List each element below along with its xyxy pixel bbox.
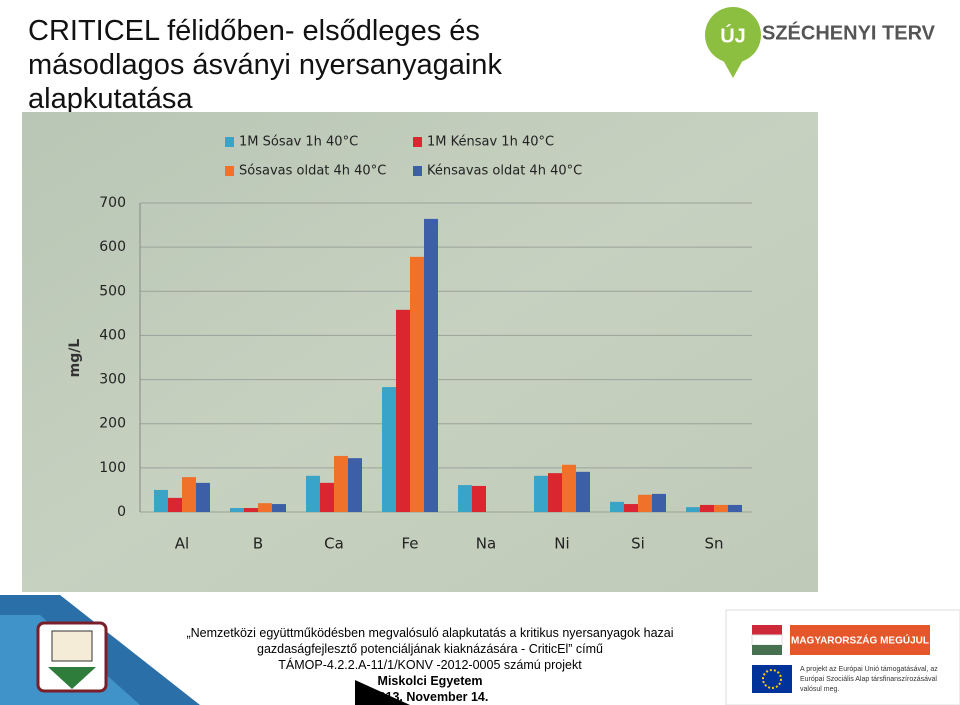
bar	[610, 501, 624, 512]
flag-white	[751, 634, 783, 646]
y-tick-label: 700	[99, 195, 126, 211]
y-tick-label: 600	[99, 239, 126, 255]
bar	[230, 508, 244, 512]
bar	[714, 504, 728, 512]
chart-background	[22, 112, 818, 592]
y-tick-label: 200	[99, 416, 126, 432]
legend-swatch	[413, 166, 422, 176]
x-tick-label: Ni	[554, 535, 569, 553]
bar	[168, 497, 182, 512]
szechenyi-logo: ÚJ SZÉCHENYI TERV	[705, 7, 936, 78]
bar	[458, 485, 472, 512]
bar	[244, 508, 258, 512]
logo-circle	[705, 7, 761, 63]
legend-label: Kénsavas oldat 4h 40°C	[427, 164, 582, 179]
bar	[652, 493, 666, 512]
bar	[548, 473, 562, 512]
bar	[182, 477, 196, 512]
footer-line: gazdaságfejlesztő potenciáljának kiaknáz…	[257, 642, 603, 656]
bar	[272, 504, 286, 512]
bar	[576, 471, 590, 512]
bar	[382, 387, 396, 512]
bar	[154, 489, 168, 512]
bar	[534, 475, 548, 512]
flag-green	[752, 645, 782, 655]
bar	[686, 507, 700, 512]
legend-swatch	[413, 137, 422, 147]
eu-text: A projekt az Európai Unió támogatásával,…	[800, 666, 938, 693]
bar	[562, 464, 576, 512]
legend-label: Sósavas oldat 4h 40°C	[239, 164, 386, 179]
banner-text: MAGYARORSZÁG MEGÚJUL	[791, 634, 929, 647]
footer-graphics: MAGYARORSZÁG MEGÚJUL	[0, 595, 960, 705]
y-tick-label: 300	[99, 372, 126, 388]
bar	[728, 504, 742, 512]
logo-text: SZÉCHENYI TERV	[762, 21, 936, 44]
legend-label: 1M Kénsav 1h 40°C	[427, 135, 554, 150]
x-tick-label: Na	[476, 535, 496, 553]
legend-swatch	[225, 166, 234, 176]
flag-red	[752, 625, 782, 635]
x-tick-label: Si	[631, 535, 645, 553]
eu-stars	[762, 669, 782, 689]
y-tick-label: 400	[99, 327, 126, 343]
bar	[306, 475, 320, 512]
bar	[410, 256, 424, 512]
y-tick-label: 500	[99, 283, 126, 299]
crest-book	[51, 630, 93, 662]
bar	[624, 504, 638, 512]
footer-line: TÁMOP-4.2.2.A-11/1/KONV -2012-0005 számú…	[278, 658, 582, 672]
corner-shape	[355, 680, 410, 705]
footer-line: 2013. November 14.	[371, 690, 489, 704]
bar	[348, 458, 362, 512]
footer-line: „Nemzetközi együttműködésben megvalósuló…	[186, 626, 674, 640]
logo-tip	[723, 60, 743, 78]
legend-label: 1M Sósav 1h 40°C	[239, 135, 358, 150]
bar	[424, 218, 438, 513]
eu-flag	[752, 665, 792, 693]
y-axis-label: mg/L	[67, 339, 83, 378]
bar	[320, 482, 334, 512]
logo-badge: ÚJ	[720, 23, 746, 47]
x-tick-label: Ca	[324, 535, 344, 553]
bar	[700, 504, 714, 512]
bar	[396, 309, 410, 512]
legend-swatch	[225, 137, 234, 147]
bar	[334, 455, 348, 512]
footer-line: Miskolci Egyetem	[377, 674, 483, 688]
y-tick-label: 100	[99, 460, 126, 476]
bar	[258, 503, 272, 512]
footer: „Nemzetközi együttműködésben megvalósuló…	[130, 625, 730, 705]
x-tick-label: Sn	[704, 535, 723, 553]
crest-leaves	[48, 667, 96, 689]
bar	[196, 482, 210, 512]
x-tick-label: Fe	[401, 535, 418, 553]
banner	[790, 625, 930, 655]
bar	[638, 494, 652, 512]
y-tick-label: 0	[117, 504, 126, 520]
x-tick-label: Al	[175, 535, 189, 553]
bar	[472, 485, 486, 512]
x-tick-label: B	[253, 535, 263, 553]
slide-title: CRITICEL félidőben- elsődleges és másodl…	[28, 15, 502, 115]
